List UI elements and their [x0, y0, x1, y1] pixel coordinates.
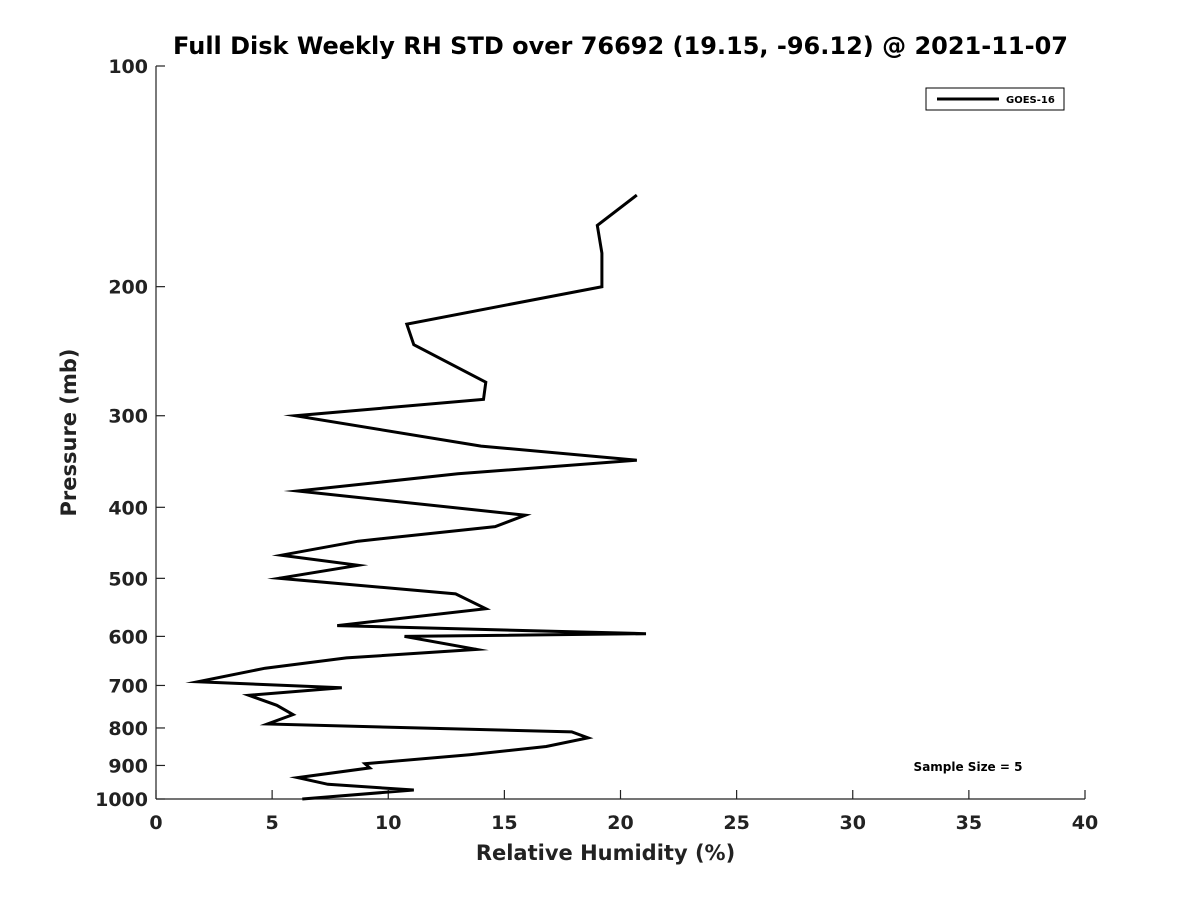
plot-axes	[155, 66, 1085, 800]
x-tick-label: 5	[266, 812, 279, 834]
series-lines	[185, 193, 647, 801]
y-axis-label: Pressure (mb)	[57, 349, 81, 517]
y-tick-label: 500	[108, 568, 148, 590]
legend-label-goes-16: GOES-16	[1006, 95, 1055, 106]
legend: GOES-16	[925, 87, 1065, 111]
x-tick-label: 30	[840, 812, 866, 834]
x-tick-label: 40	[1072, 812, 1098, 834]
y-tick-label: 600	[108, 626, 148, 648]
x-tick-label: 20	[607, 812, 633, 834]
y-tick-label: 300	[108, 406, 148, 428]
x-tick-label: 10	[375, 812, 401, 834]
y-tick-label: 1000	[95, 789, 148, 811]
x-tick-label: 25	[723, 812, 749, 834]
sample-size-annotation: Sample Size = 5	[914, 760, 1023, 774]
x-axis-label: Relative Humidity (%)	[476, 841, 735, 865]
y-tick-label: 100	[108, 56, 148, 78]
y-tick-label: 800	[108, 718, 148, 740]
x-tick-label: 15	[491, 812, 517, 834]
y-tick-label: 200	[108, 277, 148, 299]
x-tick-label: 35	[956, 812, 982, 834]
y-tick-label: 700	[108, 675, 148, 697]
series-line-goes-16	[185, 193, 647, 801]
chart-title: Full Disk Weekly RH STD over 76692 (19.1…	[173, 32, 1068, 60]
axis-ticks: 0 5 10 15 20 25 30 35 40 100 200 300 400 500 600 700 800…	[95, 56, 1098, 834]
x-tick-label: 0	[149, 812, 162, 834]
y-tick-label: 400	[108, 497, 148, 519]
y-tick-label: 900	[108, 755, 148, 777]
